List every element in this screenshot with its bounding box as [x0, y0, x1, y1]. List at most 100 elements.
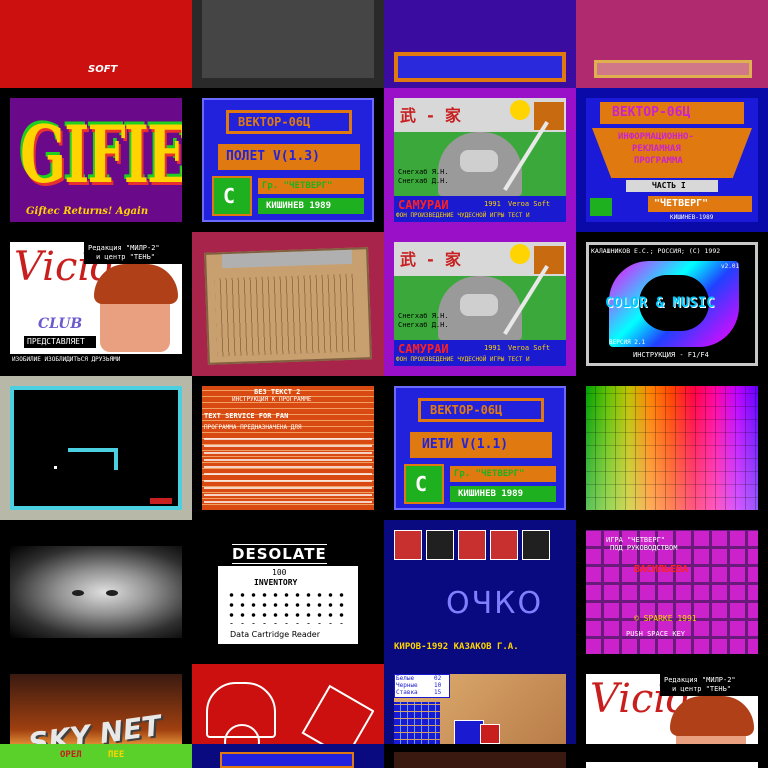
polet-author: КИШИНЕВ 1989: [266, 201, 332, 211]
snake-body: [68, 448, 118, 452]
tile-polet[interactable]: ВЕКТОР-06Ц ПОЛЕТ V(1.3) C Гр. "ЧЕТВЕРГ" …: [192, 88, 384, 232]
cm-version: v2.01: [721, 263, 740, 270]
samurai2-title: САМУРАИ: [398, 342, 449, 356]
samurai2-kanji: 武 - 家: [400, 250, 461, 269]
card-4: [490, 530, 518, 560]
bottom-label: ОРЕЛ: [60, 750, 82, 760]
cga-line2: ПОД РУКОВОДСТВОМ: [610, 544, 678, 552]
tile-yeti[interactable]: ВЕКТОР-06Ц ИЕТИ V(1.1) C Гр. "ЧЕТВЕРГ" К…: [384, 376, 576, 520]
tile-circuit-board[interactable]: [192, 232, 384, 376]
cm-footer: ИНСТРУКЦИЯ - F1/F4: [633, 351, 709, 359]
puzzle-rounds: 15: [434, 689, 442, 696]
tile-gifiec[interactable]: GIFIEC Giftec Returns! Again: [0, 88, 192, 232]
puzzle-whites: 02: [434, 675, 442, 682]
info-header: ВЕКТОР-06Ц: [612, 105, 691, 120]
term-subtitle: ИНСТРУКЦИЯ К ПРОГРАММЕ: [232, 396, 312, 403]
splash-logo: SOFT: [88, 64, 118, 75]
bottom-row: ОРЕЛ ПЕЕ: [0, 744, 768, 768]
tile-bottom-3[interactable]: [384, 744, 576, 768]
vicid-footer: ИЗОБИЛИЕ ИЗОБЛИДИТЬСЯ ДРУЗЬЯМИ: [12, 356, 121, 363]
samurai-credits1: Снегхаб Я.Н.: [398, 168, 449, 176]
puzzle-whites-label: Белые: [396, 675, 415, 682]
yeti-author: КИШИНЕВ 1989: [458, 489, 524, 499]
ochko-credits: КИРОВ-1992 КАЗАКОВ Г.А.: [394, 642, 519, 652]
cm-title: COLOR & MUSIC: [605, 295, 715, 311]
term-line2: ПРОГРАММА ПРЕДНАЗНАЧЕНА ДЛЯ: [204, 424, 302, 431]
vicid-presents: ПРЕДСТАВЛЯЕТ: [27, 337, 85, 346]
polet-title: ПОЛЕТ V(1.3): [226, 149, 320, 164]
polet-logo: C: [223, 184, 236, 208]
cm-header: КАЛАШНИКОВ Е.С.; РОССИЯ; (С) 1992: [591, 247, 721, 255]
tile-bottom-green[interactable]: ОРЕЛ ПЕЕ: [0, 744, 192, 768]
vicid2-editor2: и центр "ТЕНЬ": [672, 685, 732, 693]
tile-samurai-2[interactable]: 武 - 家 Снегхаб Я.Н. Снегхаб Д.Н. САМУРАИ …: [384, 232, 576, 376]
cga-line1: ИГРА "ЧЕТВЕРГ": [606, 536, 666, 544]
cm-version2: ВЕРСИЯ 2.1: [609, 339, 646, 346]
desolate-inventory: INVENTORY: [254, 578, 298, 587]
term-line1: TEXT SERVICE FOR FAN: [204, 412, 289, 420]
samurai2-credits1: Снегхаб Я.Н.: [398, 312, 449, 320]
cga-line3: ВАСИЛЬЕВА: [634, 564, 689, 575]
ochko-title: ОЧКО: [446, 586, 544, 621]
tile-desolate[interactable]: DESOLATE 100 INVENTORY Data Cartridge Re…: [192, 520, 384, 664]
info-group: "ЧЕТВЕРГ": [654, 198, 709, 209]
info-part: ЧАСТЬ I: [652, 181, 686, 190]
tile-blue-frame[interactable]: [384, 0, 576, 88]
samurai-credits2: Снегхаб Д.Н.: [398, 177, 449, 185]
gifiec-tagline: Giftec Returns! Again: [26, 206, 149, 217]
cga-footer: PUSH SPACE KEY: [626, 630, 686, 638]
info-line2: РЕКЛАМНАЯ: [632, 144, 681, 154]
polet-group: Гр. "ЧЕТВЕРГ": [262, 181, 333, 191]
vicid-editor2: и центр "ТЕНЬ": [96, 253, 156, 261]
snake-food: [54, 466, 57, 469]
puzzle-rounds-label: Ставка: [396, 689, 418, 696]
bottom-label2: ПЕЕ: [108, 750, 125, 760]
samurai-title: САМУРАИ: [398, 198, 449, 212]
yeti-logo: C: [415, 472, 428, 496]
samurai2-footer: ФОН ПРОИЗВЕДЕНИЕ ЧУДЕСНОЙ ИГРЫ ТЕСТ И: [396, 356, 530, 363]
tile-cga-grid[interactable]: ИГРА "ЧЕТВЕРГ" ПОД РУКОВОДСТВОМ ВАСИЛЬЕВ…: [576, 520, 768, 664]
samurai2-publisher: Veroa Soft: [508, 344, 551, 352]
cga-year: © SPARKE 1991: [634, 614, 697, 623]
samurai-kanji: 武 - 家: [400, 106, 461, 125]
tile-palette[interactable]: [576, 376, 768, 520]
vicid-club: CLUB: [38, 316, 83, 332]
tile-bottom-4[interactable]: [576, 744, 768, 768]
tile-bottom-2[interactable]: [192, 744, 384, 768]
samurai-footer: ФОН ПРОИЗВЕДЕНИЕ ЧУДЕСНОЙ ИГРЫ ТЕСТ И: [396, 212, 530, 219]
card-5: [522, 530, 550, 560]
term-title: БЕЗ ТЕКСТ 2: [254, 388, 301, 396]
vicid2-editor1: Редакция "МИЛР-2": [664, 676, 736, 684]
desolate-title: DESOLATE: [232, 544, 327, 564]
puzzle-blacks-label: Черные: [396, 682, 418, 689]
card-2: [426, 530, 454, 560]
yeti-group: Гр. "ЧЕТВЕРГ": [454, 469, 525, 479]
tile-pink-frame[interactable]: [576, 0, 768, 88]
tile-samurai-1[interactable]: 武 - 家 Снегхаб Я.Н. Снегхаб Д.Н. САМУРАИ …: [384, 88, 576, 232]
tile-gray[interactable]: [192, 0, 384, 88]
tile-color-music[interactable]: КАЛАШНИКОВ Е.С.; РОССИЯ; (С) 1992 COLOR …: [576, 232, 768, 376]
tile-portrait[interactable]: [0, 520, 192, 664]
tile-vicid-1[interactable]: Vicid Редакция "МИЛР-2" и центр "ТЕНЬ" C…: [0, 232, 192, 376]
tile-snake[interactable]: [0, 376, 192, 520]
tile-ochko[interactable]: ОЧКО КИРОВ-1992 КАЗАКОВ Г.А.: [384, 520, 576, 664]
samurai2-credits2: Снегхаб Д.Н.: [398, 321, 449, 329]
tile-splash-red[interactable]: SOFT: [0, 0, 192, 88]
samurai2-year: 1991: [484, 344, 501, 352]
tile-terminal[interactable]: БЕЗ ТЕКСТ 2 ИНСТРУКЦИЯ К ПРОГРАММЕ TEXT …: [192, 376, 384, 520]
puzzle-blacks: 10: [434, 682, 442, 689]
tile-info[interactable]: ВЕКТОР-06Ц ИНФОРМАЦИОННО- РЕКЛАМНАЯ ПРОГ…: [576, 88, 768, 232]
gifiec-logo: GIFIEC: [20, 108, 182, 201]
palette-swatches: [586, 386, 758, 510]
info-line1: ИНФОРМАЦИОННО-: [618, 132, 694, 142]
card-3: [458, 530, 486, 560]
desolate-item: Data Cartridge Reader: [230, 630, 321, 639]
desolate-counter: 100: [272, 568, 287, 577]
vicid-editor1: Редакция "МИЛР-2": [88, 244, 160, 252]
samurai-year: 1991: [484, 200, 501, 208]
info-line3: ПРОГРАММА: [634, 156, 683, 166]
card-1: [394, 530, 422, 560]
info-note: КИШИНЕВ-1989: [670, 214, 714, 221]
samurai-publisher: Veroa Soft: [508, 200, 551, 208]
